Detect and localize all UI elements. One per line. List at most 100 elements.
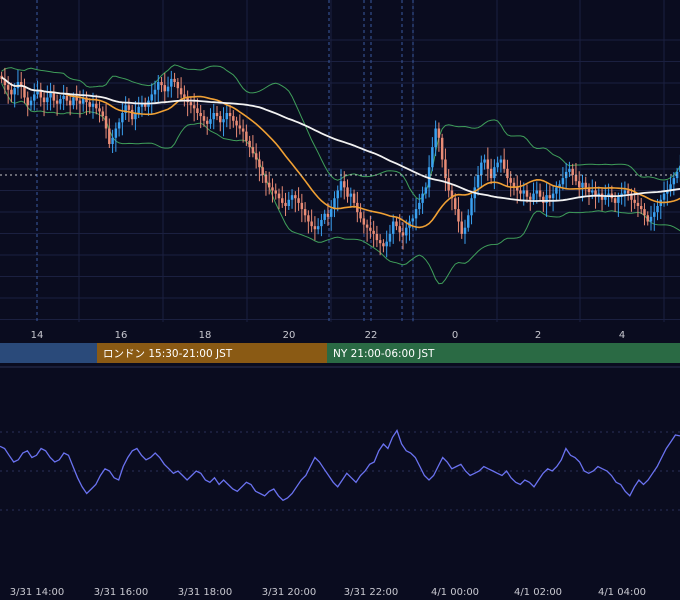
candle-body [55,100,59,104]
candle-body [431,147,434,168]
candle-body [202,116,206,121]
candle-body [633,199,636,203]
candle-body [65,95,69,101]
candle-body [587,187,591,193]
candle-body [643,209,646,216]
candle-body [160,82,163,86]
candle-body [108,128,111,144]
candle-body [617,196,620,203]
moving-averages [1,76,680,229]
candle-body [352,193,356,203]
candle-body [62,95,65,100]
candle-body [623,190,627,194]
candle-body [346,187,349,197]
candle-body [453,198,457,210]
candle-body [326,213,330,217]
timeline-label: 4/1 02:00 [514,587,562,598]
candle-body [320,219,323,227]
candle-body [450,190,454,199]
candle-body [653,212,656,217]
candle-body [395,221,398,227]
candle-body [480,162,483,175]
candle-body [33,94,36,101]
candle-body [548,195,552,199]
session-bars: ロンドン 15:30-21:00 JST NY 21:00-06:00 JST [0,343,680,363]
candle-body [235,120,238,126]
candle-body [359,212,362,219]
candle-body [519,190,522,194]
candle-body [483,159,486,163]
candle-body [111,137,114,144]
candle-body [626,190,630,194]
candle-body [414,209,418,219]
x-tick-label: 2 [535,330,541,341]
candle-body [329,209,333,217]
candle-body [444,159,447,179]
x-axis-strip [0,325,680,342]
candle-body [313,226,317,230]
candle-body [382,243,385,247]
candle-body [153,89,157,95]
candle-body [189,102,193,106]
candle-body [42,97,46,103]
candle-body [225,113,229,120]
candle-body [558,184,561,188]
candle-body [81,97,85,104]
candle-body [228,113,232,117]
candle-body [294,195,297,199]
candle-body [649,216,653,222]
x-tick-label: 4 [619,330,625,341]
candle-body [284,202,287,206]
candle-body [418,202,421,210]
candle-body [339,181,343,191]
candle-body [437,128,441,138]
candle-body [199,113,202,117]
candle-body [91,103,95,107]
candle-body [300,202,304,210]
candle-body [525,190,529,197]
candle-body [639,206,643,210]
session-bar [97,343,327,363]
candle-body [143,103,147,107]
grid-layer [0,0,680,322]
candle-body [287,199,291,206]
moving-average-white [1,76,680,202]
timeline-label: 4/1 00:00 [431,587,479,598]
candle-body [630,193,633,200]
candle-body [460,221,463,234]
candle-body [398,226,401,233]
candle-body [241,128,245,132]
candle-body [274,190,277,194]
candle-body [72,97,75,106]
candle-body [378,240,382,244]
candle-body [333,198,336,210]
candle-body [675,171,679,179]
candle-body [636,202,640,206]
candle-body [577,181,581,188]
x-tick-label: 20 [283,330,296,341]
candle-body [385,241,388,247]
candle-body [463,227,467,234]
session-bar [0,343,97,363]
candle-body [493,167,496,179]
candle-body [264,175,268,183]
candle-body [447,178,450,191]
candle-body [307,215,310,222]
candle-body [183,94,186,98]
candle-body [343,181,346,188]
candle-body [117,122,121,129]
candle-body [6,85,10,90]
candle-body [604,196,607,200]
candle-body [290,195,294,200]
candle-body [26,97,29,106]
candle-body [261,167,264,175]
candle-body [486,159,490,169]
candle-body [104,116,108,129]
candle-body [499,159,503,163]
candle-body [254,153,258,160]
candle-body [36,89,39,95]
candle-body [170,78,173,87]
candle-body [509,178,512,183]
candle-body [369,227,372,231]
candle-body [551,193,555,199]
